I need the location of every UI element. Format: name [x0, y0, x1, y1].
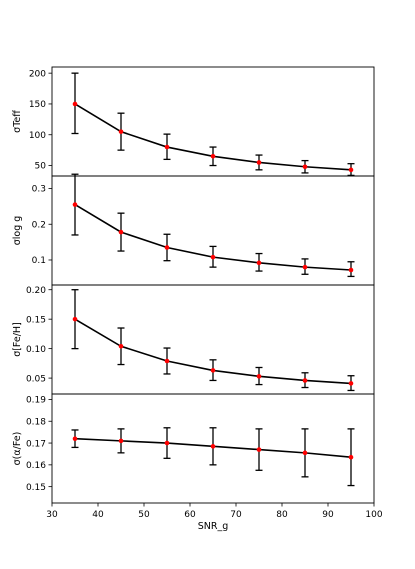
data-point [348, 454, 354, 460]
y-tick-label: 0.10 [26, 345, 46, 355]
data-point [210, 153, 216, 159]
y-tick-label: 100 [29, 131, 46, 141]
data-point [72, 101, 78, 107]
data-point [72, 436, 78, 441]
data-point [72, 316, 78, 322]
x-tick-label: 80 [276, 510, 288, 520]
y-tick-label: 0.18 [26, 417, 46, 427]
panel-frame [51, 393, 375, 504]
data-point [164, 440, 170, 446]
data-point [348, 381, 354, 386]
data-point [164, 144, 170, 150]
data-point [210, 444, 216, 449]
data-point [118, 229, 124, 235]
data-point [210, 254, 216, 260]
x-tick-label: 40 [92, 510, 104, 520]
y-tick-label: 0.16 [26, 461, 46, 471]
x-axis-label: SNR_g [198, 521, 229, 532]
y-axis-label: σ[Fe/H] [12, 322, 23, 357]
data-point [348, 167, 354, 173]
y-tick-label: 150 [29, 100, 46, 110]
data-point [302, 378, 308, 383]
data-point [210, 368, 216, 373]
data-point [302, 450, 308, 456]
data-point [118, 438, 124, 444]
data-point [164, 245, 170, 250]
x-tick-label: 90 [322, 510, 334, 520]
x-tick-label: 30 [46, 510, 58, 520]
y-tick-label: 0.20 [26, 286, 46, 296]
y-tick-label: 0.17 [26, 439, 46, 449]
data-point [118, 129, 124, 134]
y-tick-label: 0.3 [32, 185, 46, 195]
x-tick-label: 50 [138, 510, 150, 520]
data-point [256, 160, 262, 165]
panel-2: 0.1 0.2 0.3 σlog g [12, 173, 375, 286]
data-point [302, 164, 308, 170]
y-tick-label: 0.15 [26, 483, 46, 493]
y-tick-label: 0.05 [26, 374, 46, 384]
data-point [256, 447, 262, 452]
y-axis-label: σlog g [12, 216, 23, 246]
y-axis-label: σ(α/Fe) [12, 432, 23, 466]
y-tick-label: 0.2 [32, 220, 46, 230]
data-point [164, 358, 170, 364]
x-axis: 30 40 50 60 70 80 90 100 SNR_g [46, 503, 383, 532]
panel-1: 50 100 150 200 σTeff [12, 66, 375, 177]
x-tick-label: 60 [184, 510, 196, 520]
x-tick-label: 70 [230, 510, 242, 520]
y-tick-label: 0.15 [26, 315, 46, 325]
panel-3: 0.05 0.10 0.15 0.20 σ[Fe/H] [12, 284, 375, 395]
data-point [118, 343, 124, 349]
y-tick-label: 0.19 [26, 396, 46, 406]
data-point [72, 202, 78, 207]
x-tick-label: 100 [365, 510, 382, 520]
panel-4: 0.15 0.16 0.17 0.18 0.19 σ(α/Fe) [12, 393, 375, 504]
data-point [348, 267, 354, 273]
data-point [302, 264, 308, 270]
y-tick-label: 0.1 [32, 256, 46, 266]
data-point [256, 374, 262, 379]
y-tick-label: 200 [29, 69, 46, 79]
data-point [256, 260, 262, 266]
y-tick-label: 50 [35, 162, 47, 172]
y-axis-label: σTeff [12, 110, 23, 133]
